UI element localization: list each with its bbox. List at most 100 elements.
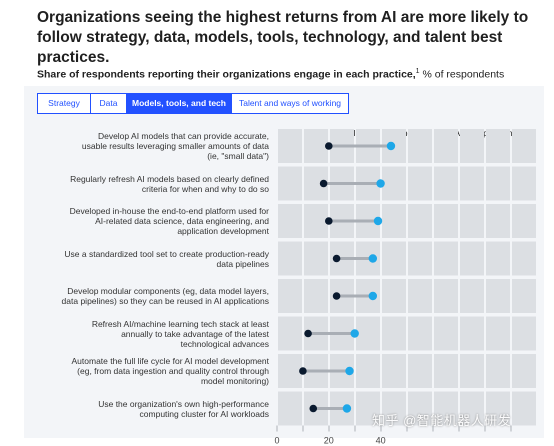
row-label: Developed in-house the end-to-end platfo… [29,206,269,236]
grid-cell [486,354,510,388]
grid-cell [460,166,484,201]
grid-cell [408,166,432,201]
grid-cell [512,316,536,351]
grid-cell [486,129,510,163]
grid-cell [460,316,484,351]
point-all-respondents [325,217,333,225]
point-all-respondents [325,142,333,150]
grid-cell [460,354,484,388]
point-all-respondents [332,254,341,263]
grid-cell [408,354,432,388]
row-label-line: (eg, from data ingestion and quality con… [77,366,269,376]
grid-cell [486,204,510,238]
row-label-line: Automate the full life cycle for AI mode… [71,356,270,366]
x-tick-label: 0 [274,436,279,446]
grid-cell [486,391,510,426]
grid-cell [434,279,458,313]
subtitle-footnote: 1 [415,68,420,75]
point-all-respondents [309,404,318,413]
grid-cell [408,129,432,163]
point-high-performers [368,291,378,301]
grid-cell [304,204,328,238]
grid-cell [382,241,406,276]
grid-cell [304,279,328,313]
grid-cell [278,316,302,351]
tab-talent-ways-of-working[interactable]: Talent and ways of working [231,93,349,114]
row-label-line: annually to take advantage of the latest [121,328,269,339]
grid-cell [356,316,380,351]
grid-cell [382,166,406,201]
point-high-performers [350,329,359,338]
point-all-respondents [319,179,328,188]
grid-cell [460,391,484,426]
grid-cell [278,391,302,426]
row-label: Develop AI models that can provide accur… [29,131,269,161]
point-all-respondents [332,292,341,300]
grid-cell [382,316,406,351]
subtitle-unit: % of respondents [419,68,505,81]
row-label: Use the organization's own high-performa… [29,399,269,419]
grid-cell [486,166,510,201]
row-label-line: Use the organization's own high-performa… [98,398,269,409]
tab-data[interactable]: Data [90,93,127,114]
row-label-line: criteria for when and why to do so [141,183,269,194]
grid-cell [486,279,510,313]
grid-cell [512,354,536,388]
row-label-line: Use a standardized tool set to create pr… [64,248,269,259]
grid-cell [434,316,458,351]
grid-cell [512,166,536,201]
row-label-line: application development [177,226,269,236]
grid-cell [460,241,484,276]
grid-cell [278,354,302,388]
grid-cell [278,204,302,238]
grid-cell [434,354,458,388]
point-high-performers [376,179,385,188]
row-label-line: Develop AI models that can provide accur… [97,131,269,141]
point-high-performers [386,141,396,151]
grid-cell [434,129,458,163]
row-label-line: Refresh AI/machine learning tech stack a… [91,318,269,329]
watermark-text: 知乎 @智能机器人研发 [372,413,512,428]
row-label-line: data pipelines [216,258,269,269]
point-high-performers [345,366,354,376]
grid-cell [486,316,510,351]
row-label-line: usable results leveraging smaller amount… [81,141,269,151]
x-tick-label: 20 [324,436,334,446]
row-label-line: computing cluster for AI workloads [139,408,269,419]
grid-cell [408,241,432,276]
grid-cell [408,391,432,426]
grid-cell [382,354,406,388]
row-label: Develop modular components (eg, data mod… [29,286,269,306]
row-label-line: Develop modular components (eg, data mod… [67,286,269,296]
grid-cell [408,204,432,238]
row-label: Regularly refresh AI models based on cle… [29,174,269,194]
grid-cell [278,279,302,313]
grid-cell [512,129,536,163]
grid-cell [382,204,406,238]
grid-cell [356,354,380,388]
grid-cell [434,166,458,201]
grid-cell [408,316,432,351]
row-label: Automate the full life cycle for AI mode… [29,356,270,386]
chart-title: Organizations seeing the highest returns… [37,9,529,66]
grid-cell [408,279,432,313]
row-label: Use a standardized tool set to create pr… [29,249,269,269]
point-all-respondents [304,329,312,338]
point-all-respondents [299,367,307,375]
subtitle-bold: Share of respondents reporting their org… [37,68,416,81]
row-label-line: (ie, "small data") [207,151,269,161]
tab-models-tools-tech[interactable]: Models, tools, and tech [126,93,232,114]
point-high-performers [342,404,352,413]
grid-cell [460,279,484,313]
row-label-line: technological advances [180,338,269,349]
grid-cell [512,204,536,238]
grid-cell [486,241,510,276]
grid-cell [512,391,536,426]
row-label-line: Developed in-house the end-to-end platfo… [69,206,269,216]
grid-cell [434,204,458,238]
grid-cell [382,391,406,426]
grid-cell [460,129,484,163]
grid-cell [278,166,302,201]
row-label: Refresh AI/machine learning tech stack a… [29,319,269,349]
